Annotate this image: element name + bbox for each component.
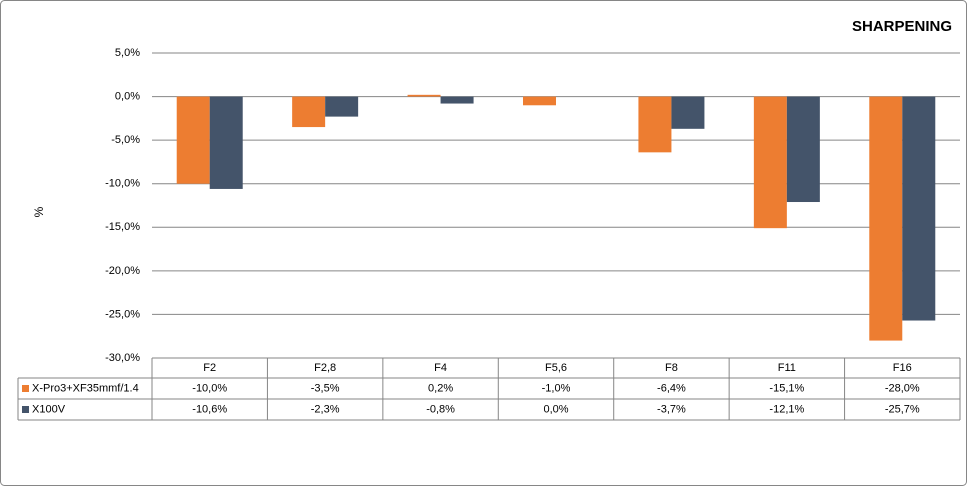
bar — [292, 96, 326, 128]
bar — [869, 96, 903, 341]
chart-title: SHARPENING — [852, 18, 952, 35]
y-tick-label: -5,0% — [111, 134, 140, 146]
x-tick-label: F5,6 — [545, 362, 567, 374]
bar — [753, 96, 787, 229]
table-value: -2,3% — [311, 403, 340, 415]
y-tick-label: 5,0% — [115, 47, 140, 59]
y-tick-label: -15,0% — [105, 221, 140, 233]
bar — [523, 96, 556, 106]
bar — [902, 96, 936, 321]
bar — [407, 94, 441, 97]
y-tick-label: -10,0% — [105, 178, 140, 190]
y-tick-label: -30,0% — [105, 352, 140, 364]
table-value: -10,6% — [192, 403, 227, 415]
x-tick-label: F2,8 — [314, 362, 336, 374]
table-value: -1,0% — [542, 382, 571, 394]
bar — [671, 96, 705, 129]
table-value: -6,4% — [657, 382, 686, 394]
table-value: -28,0% — [885, 382, 920, 394]
y-tick-label: -20,0% — [105, 265, 140, 277]
bar — [786, 96, 820, 203]
y-tick-label: 0,0% — [115, 90, 140, 102]
x-tick-label: F16 — [893, 362, 912, 374]
table-value: 0,2% — [428, 382, 453, 394]
y-tick-label: -25,0% — [105, 308, 140, 320]
table-value: 0,0% — [543, 403, 568, 415]
x-tick-label: F4 — [434, 362, 447, 374]
bar — [209, 96, 243, 189]
legend-key — [22, 385, 29, 392]
bar — [176, 96, 210, 184]
x-tick-label: F11 — [778, 362, 796, 374]
table-value: -12,1% — [769, 403, 804, 415]
bar — [325, 96, 359, 117]
x-tick-label: F2 — [203, 362, 216, 374]
table-value: -25,7% — [885, 403, 920, 415]
y-axis-label: % — [32, 206, 46, 217]
legend-label: X100V — [32, 403, 66, 415]
legend-key — [22, 406, 29, 413]
table-value: -0,8% — [426, 403, 455, 415]
bar — [440, 96, 474, 104]
table-value: -10,0% — [192, 382, 227, 394]
table-value: -15,1% — [769, 382, 804, 394]
x-tick-label: F8 — [665, 362, 678, 374]
legend-label: X-Pro3+XF35mmf/1.4 — [32, 382, 139, 394]
table-value: -3,7% — [657, 403, 686, 415]
bar — [638, 96, 672, 153]
table-value: -3,5% — [311, 382, 340, 394]
